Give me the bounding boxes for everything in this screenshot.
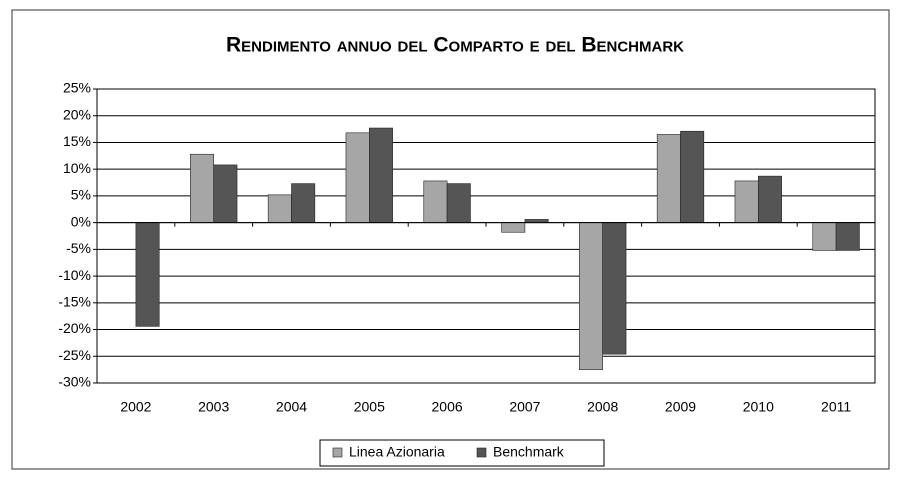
x-tick-label: 2011	[821, 399, 851, 415]
x-tick-label: 2009	[665, 399, 696, 415]
bar	[501, 222, 526, 233]
chart-title: Rendimento annuo del Comparto e del Benc…	[226, 34, 684, 57]
y-tick-label: 15%	[63, 133, 91, 149]
bar	[291, 183, 316, 223]
x-tick-label: 2005	[354, 399, 385, 415]
bar	[368, 127, 393, 223]
bar	[680, 130, 705, 223]
y-tick-label: -15%	[58, 294, 91, 310]
legend-label: Benchmark	[493, 444, 565, 460]
bar	[579, 222, 603, 370]
bar	[812, 222, 837, 251]
y-tick-label: 10%	[63, 160, 91, 176]
bar	[213, 164, 238, 223]
bar	[656, 134, 681, 223]
legend-label: Linea Azionaria	[349, 444, 445, 460]
x-tick-label: 2003	[198, 399, 229, 415]
y-tick-label: 0%	[71, 213, 91, 229]
y-tick-label: -10%	[58, 267, 91, 283]
x-tick-label: 2010	[743, 399, 774, 415]
legend-swatch	[476, 447, 487, 458]
bar	[267, 194, 292, 223]
bar	[190, 153, 215, 223]
x-tick-label: 2006	[432, 399, 463, 415]
legend-box	[319, 439, 605, 467]
y-tick-label: 20%	[63, 106, 91, 122]
bar	[734, 180, 759, 223]
y-tick-label: -5%	[66, 240, 91, 256]
bar	[446, 183, 471, 223]
legend-swatch	[332, 447, 343, 458]
y-tick-label: -30%	[58, 374, 91, 390]
plot-area	[96, 88, 876, 384]
bar	[835, 222, 860, 251]
bar	[423, 180, 448, 223]
x-tick-label: 2002	[120, 399, 151, 415]
x-tick-label: 2004	[276, 399, 307, 415]
bar	[757, 175, 782, 223]
x-tick-label: 2007	[509, 399, 540, 415]
y-tick-label: -20%	[58, 320, 91, 336]
y-tick-label: 5%	[71, 187, 91, 203]
bar	[345, 132, 370, 223]
y-tick-label: -25%	[58, 347, 91, 363]
y-tick-label: 25%	[63, 80, 91, 96]
bar	[602, 222, 627, 355]
x-tick-label: 2008	[587, 399, 618, 415]
bar	[135, 222, 160, 327]
